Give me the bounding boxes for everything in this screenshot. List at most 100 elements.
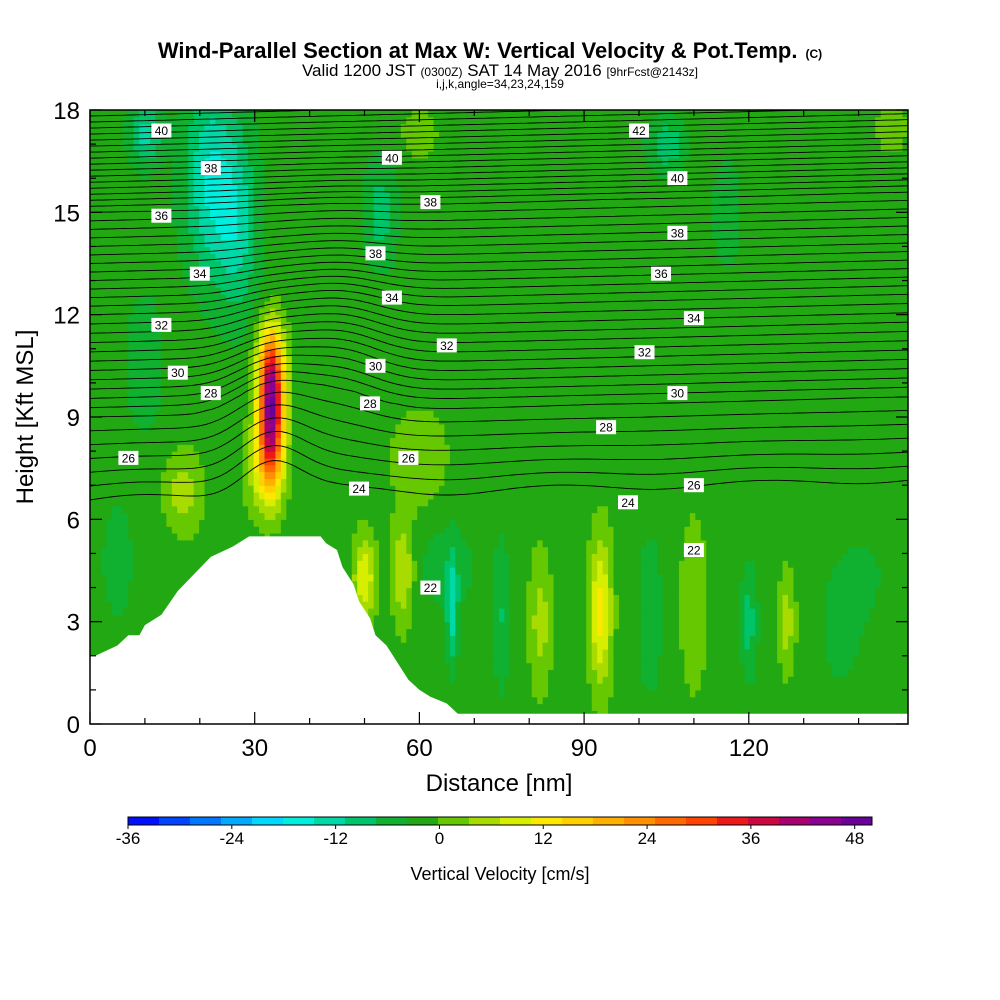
velocity-cell (553, 594, 560, 602)
velocity-cell (128, 526, 135, 534)
velocity-cell (728, 498, 735, 507)
velocity-cell (515, 594, 522, 602)
velocity-cell (504, 662, 511, 671)
velocity-cell (793, 539, 800, 548)
velocity-cell (689, 512, 696, 520)
velocity-cell (504, 512, 511, 520)
velocity-cell (804, 560, 811, 568)
velocity-cell (531, 512, 538, 520)
velocity-cell (477, 642, 484, 650)
velocity-cell (853, 614, 860, 623)
velocity-cell (591, 567, 598, 575)
velocity-cell (509, 587, 516, 595)
velocity-cell (798, 648, 805, 657)
velocity-cell (471, 601, 478, 609)
velocity-cell (809, 539, 816, 548)
velocity-cell (340, 512, 347, 520)
velocity-cell (395, 532, 402, 541)
velocity-cell (351, 573, 358, 582)
velocity-cell (520, 669, 527, 677)
velocity-cell (662, 608, 669, 616)
velocity-cell (428, 628, 435, 636)
velocity-cell (640, 635, 647, 643)
velocity-cell (804, 553, 811, 561)
velocity-cell (755, 608, 762, 616)
velocity-cell (602, 635, 609, 643)
velocity-cell (689, 526, 696, 534)
velocity-cell (133, 526, 140, 534)
velocity-cell (880, 532, 887, 541)
velocity-cell (449, 628, 456, 636)
velocity-cell (766, 614, 773, 623)
velocity-cell (444, 662, 451, 671)
velocity-cell (798, 635, 805, 643)
velocity-cell (858, 594, 865, 602)
velocity-cell (100, 642, 107, 650)
velocity-cell (733, 567, 740, 575)
velocity-cell (597, 580, 604, 589)
velocity-cell (286, 512, 293, 520)
velocity-cell (635, 689, 642, 698)
velocity-cell (728, 648, 735, 657)
velocity-cell (242, 492, 249, 500)
velocity-cell (733, 703, 740, 711)
velocity-cell (891, 628, 898, 636)
velocity-cell (466, 519, 473, 527)
velocity-cell (793, 635, 800, 643)
velocity-cell (482, 553, 489, 561)
velocity-cell (869, 553, 876, 561)
velocity-cell (771, 505, 778, 514)
velocity-cell (379, 526, 386, 534)
velocity-cell (177, 512, 184, 520)
velocity-cell (580, 689, 587, 698)
velocity-cell (842, 601, 849, 609)
velocity-cell (542, 703, 549, 711)
velocity-cell (95, 573, 102, 582)
velocity-cell (728, 628, 735, 636)
velocity-cell (837, 539, 844, 548)
velocity-cell (744, 614, 751, 623)
velocity-cell (553, 567, 560, 575)
velocity-cell (591, 696, 598, 705)
velocity-cell (373, 587, 380, 595)
velocity-cell (455, 676, 462, 684)
velocity-cell (155, 560, 162, 568)
velocity-cell (804, 567, 811, 575)
velocity-cell (482, 573, 489, 582)
velocity-cell (384, 573, 391, 582)
velocity-cell (717, 573, 724, 582)
velocity-cell (689, 642, 696, 650)
velocity-cell (717, 608, 724, 616)
velocity-cell (411, 614, 418, 623)
velocity-cell (575, 655, 582, 664)
velocity-cell (439, 669, 446, 677)
velocity-cell (346, 512, 353, 520)
velocity-cell (177, 546, 184, 555)
velocity-cell (809, 696, 816, 705)
velocity-cell (706, 683, 713, 691)
velocity-cell (226, 519, 233, 527)
velocity-cell (646, 703, 653, 711)
velocity-cell (406, 635, 413, 643)
velocity-cell (493, 696, 500, 705)
velocity-cell (515, 560, 522, 568)
velocity-cell (722, 519, 729, 527)
velocity-cell (428, 655, 435, 664)
velocity-cell (368, 594, 375, 602)
velocity-cell (700, 594, 707, 602)
velocity-cell (302, 519, 309, 527)
velocity-cell (640, 696, 647, 705)
velocity-cell (509, 662, 516, 671)
velocity-cell (379, 539, 386, 548)
velocity-cell (804, 655, 811, 664)
velocity-cell (646, 587, 653, 595)
velocity-cell (902, 594, 908, 602)
velocity-cell (488, 648, 495, 657)
velocity-cell (400, 621, 407, 630)
velocity-cell (520, 567, 527, 575)
velocity-cell (678, 703, 686, 711)
velocity-cell (722, 560, 729, 568)
velocity-cell (848, 519, 855, 527)
velocity-cell (149, 539, 157, 548)
velocity-cell (837, 532, 844, 541)
